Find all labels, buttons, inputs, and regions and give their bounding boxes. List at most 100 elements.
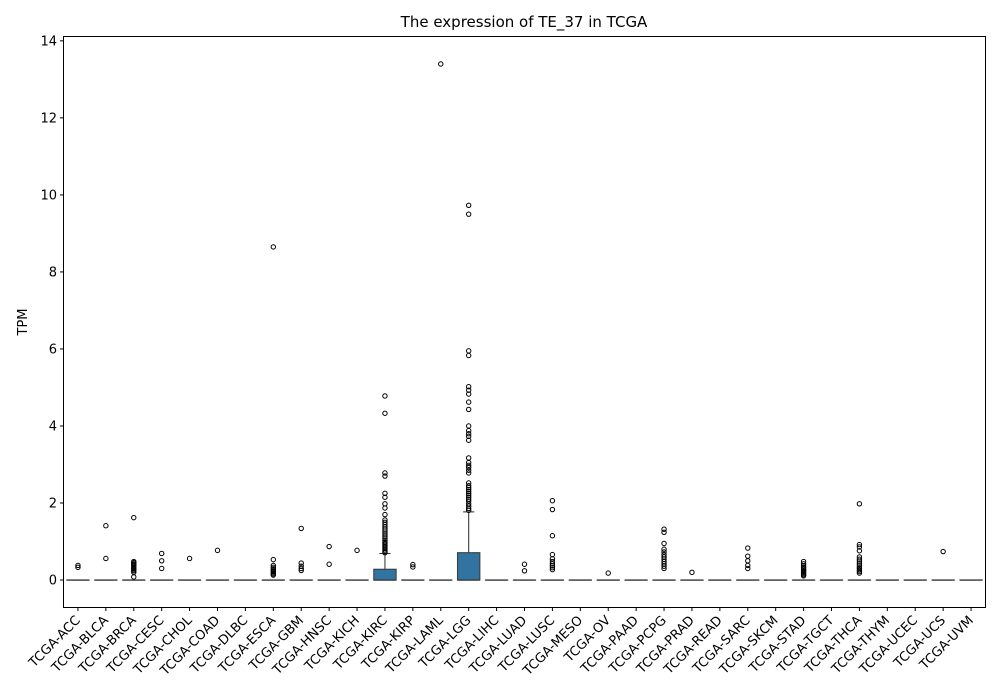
outlier-point [465,490,472,497]
outlier-point [465,399,472,405]
outlier-point [270,562,277,569]
outlier-point [549,563,556,569]
plot-area: 02468101214TCGA-ACCTCGA-BLCATCGA-BRCATCG… [26,34,983,679]
outlier-point [856,501,863,507]
outlier-point [800,561,807,567]
outlier-point [382,505,388,511]
outlier-point [465,202,472,209]
outlier-point [465,505,472,512]
chart-title: The expression of TE_37 in TCGA [400,13,648,32]
outlier-point [158,558,165,564]
outlier-point [75,562,81,569]
y-tick-label: 6 [49,342,57,357]
outlier-point [465,494,472,500]
outlier-point [103,523,109,529]
outlier-point [661,540,667,547]
outlier-point [382,470,388,476]
outlier-point [103,555,109,562]
outlier-point [465,459,472,466]
outlier-point [382,473,388,479]
outlier-point [298,565,304,572]
outlier-point [465,470,472,476]
y-axis-label: TPM [16,309,31,337]
outlier-point [270,572,277,578]
outlier-point [549,565,556,571]
outlier-point [465,387,472,393]
outlier-point [856,560,863,566]
outlier-point [745,553,751,559]
box [373,568,397,581]
outlier-point [465,384,472,390]
outlier-point [465,488,472,495]
outlier-point [521,568,528,574]
outlier-point [856,570,863,576]
outlier-point [745,545,751,551]
outlier-point [465,464,472,471]
outlier-point [521,561,528,567]
outlier-point [382,511,388,518]
y-tick-label: 14 [40,34,57,49]
outlier-point [549,506,556,513]
outlier-point [745,565,751,572]
outlier-point [605,570,611,576]
y-tick-label: 12 [40,111,57,126]
outlier-point [661,529,667,535]
box [456,552,481,581]
outlier-point [661,565,667,572]
outlier-point [410,564,416,570]
outlier-point [465,391,472,397]
outlier-point [689,569,695,576]
outlier-point [438,61,444,67]
outlier-point [465,486,472,493]
outlier-point [856,558,863,564]
plot-frame [63,36,986,608]
outlier-point [382,549,388,556]
outlier-point [75,564,81,571]
outlier-point [465,437,472,443]
outlier-point [465,467,472,473]
y-tick-label: 0 [49,574,57,589]
outlier-point [465,498,472,504]
outlier-point [549,566,556,573]
outlier-point [465,507,472,514]
outlier-point [940,548,946,555]
outlier-point [354,547,360,554]
outlier-point [465,348,472,354]
outlier-point [465,211,472,217]
outlier-point [326,543,332,550]
y-tick-label: 2 [49,497,57,512]
outlier-point [298,567,304,574]
outlier-point [382,532,388,538]
outlier-point [382,393,388,399]
outlier-point [856,548,863,554]
outlier-point [270,556,277,563]
outlier-point [856,541,863,548]
outlier-point [410,561,416,568]
y-tick-label: 10 [40,188,57,203]
outlier-point [465,484,472,491]
outlier-point [856,544,863,550]
outlier-point [382,490,388,497]
outlier-point [856,562,863,568]
outlier-point [382,536,388,542]
outlier-point [465,423,472,429]
outlier-point [326,561,332,567]
outlier-point [661,549,667,555]
outlier-point [298,525,304,532]
outlier-point [465,462,472,468]
outlier-point [465,427,472,434]
outlier-point [856,556,863,562]
outlier-point [465,406,472,413]
outlier-point [549,498,556,504]
outlier-point [465,430,472,437]
outlier-point [186,555,193,562]
outlier-point [158,550,165,557]
outlier-point [131,574,137,580]
outlier-point [270,244,277,250]
outlier-point [382,528,388,534]
outlier-point [800,573,807,579]
outlier-point [382,526,388,532]
outlier-point [661,563,667,569]
